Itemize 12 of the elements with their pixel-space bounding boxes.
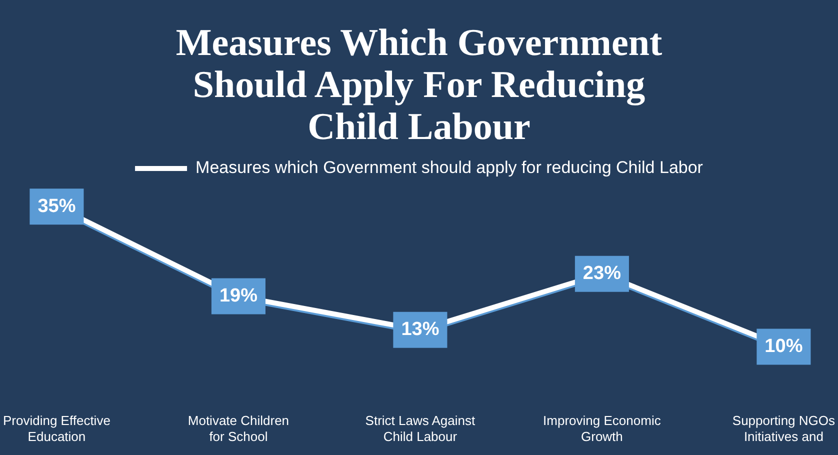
data-label: 10% bbox=[764, 336, 803, 357]
x-tick-label: Improving Economic Growth bbox=[543, 413, 662, 444]
data-label: 23% bbox=[582, 263, 622, 284]
data-label: 35% bbox=[38, 196, 76, 217]
x-tick-label: Strict Laws Against Child Labour bbox=[365, 413, 476, 444]
x-tick-label: Motivate Children for School bbox=[188, 413, 290, 444]
chart-title: Measures Which Government Should Apply For Reducing Child Labour bbox=[174, 21, 664, 150]
data-label: 13% bbox=[401, 319, 440, 340]
legend-label: Measures which Government should apply for reducing Child Labor bbox=[196, 158, 704, 178]
x-tick-label: Providing Effective Education bbox=[2, 413, 110, 444]
data-label: 19% bbox=[219, 286, 258, 307]
x-tick-label: Supporting NGOs Initiatives and bbox=[732, 413, 836, 444]
